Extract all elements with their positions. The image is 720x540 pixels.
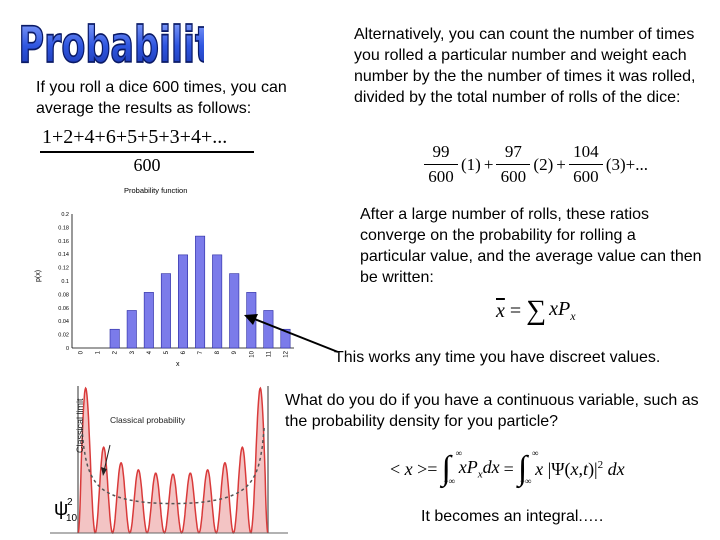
term-denominator: 600 — [500, 167, 527, 187]
average-numerator: 1+2+4+6+5+5+3+4+... — [42, 126, 228, 148]
continuous-question-text: What do you do if you have a continuous … — [285, 392, 699, 430]
chart-y-tick-label: 0.2 — [61, 212, 69, 218]
svg-text:ψ: ψ — [54, 498, 68, 520]
term-numerator: 97 — [504, 142, 522, 161]
svg-text:2: 2 — [67, 497, 73, 508]
chart-y-tick-label: 0.08 — [58, 292, 69, 298]
chart-bar — [280, 328, 291, 349]
weighted-term: 99 600 (1) + — [424, 142, 496, 187]
chart-title: Probability function — [124, 186, 187, 195]
chart-y-tick-label: 0.06 — [58, 306, 69, 312]
chart-bar — [195, 235, 206, 349]
weighted-term: 104 600 (3) — [568, 142, 626, 187]
lower-limit: −∞ — [443, 476, 455, 486]
weighted-equation: 99 600 (1) + 97 600 (2) + 104 600 (3) +.… — [424, 142, 648, 187]
chart-x-tick-label: 6 — [181, 350, 187, 354]
chart-y-tick-label: 0.14 — [58, 252, 69, 258]
chart-bar — [229, 273, 240, 349]
svg-text:Probability: Probability — [19, 17, 204, 70]
svg-text:10: 10 — [66, 513, 78, 524]
weighted-tail: +... — [625, 154, 649, 174]
chart-x-tick-label: 0 — [79, 350, 85, 354]
chart-x-tick-label: 5 — [164, 350, 170, 354]
discreet-values-text: This works any time you have discreet va… — [334, 349, 661, 366]
term-denominator: 600 — [573, 167, 599, 187]
average-denominator: 600 — [133, 154, 161, 175]
average-equation: 1+2+4+6+5+5+3+4+... 600 — [40, 126, 270, 175]
left-intro-text: If you roll a dice 600 times, you can av… — [36, 79, 287, 117]
chart-x-tick-label: 11 — [266, 350, 272, 357]
weighted-term: 97 600 (2) + — [496, 142, 568, 187]
fraction-bar — [40, 151, 254, 153]
chart-bar — [212, 254, 223, 349]
integral-text: It becomes an integral.…. — [421, 508, 604, 525]
upper-limit: ∞ — [455, 448, 462, 458]
chart-x-tick-label: 8 — [215, 350, 221, 354]
chart-y-tick-label: 0.02 — [58, 333, 69, 339]
chart-x-tick-label: 9 — [232, 350, 238, 354]
chart-y-tick-label: 0.1 — [61, 279, 69, 285]
chart-x-tick-label: 7 — [198, 350, 204, 354]
psi-squared-label: ψ 2 10 — [54, 497, 78, 524]
chart-y-tick-label: 0 — [66, 346, 69, 352]
term-value: (3) — [605, 154, 626, 174]
chart-bar — [126, 310, 137, 349]
chart-bar — [263, 310, 274, 349]
chart-y-tick-label: 0.16 — [58, 239, 69, 245]
chart-y-tick-label: 0.04 — [58, 319, 69, 325]
term-numerator: 99 — [432, 142, 450, 161]
chart-bar — [178, 254, 188, 349]
classical-probability-label: Classical probability — [110, 415, 186, 425]
chart-x-tick-label: 1 — [96, 350, 102, 354]
term-denominator: 600 — [428, 167, 454, 187]
chart-y-tick-label: 0.12 — [58, 266, 69, 272]
chart-y-tick-label: 0.18 — [58, 225, 69, 231]
chart-x-tick-label: 3 — [130, 350, 136, 354]
chart-x-tick-label: 2 — [113, 350, 119, 354]
chart-x-tick-label: 12 — [283, 350, 289, 357]
chart-x-tick-label: 10 — [249, 350, 255, 357]
pointer-arrow — [244, 314, 339, 353]
chart-x-label: x — [176, 361, 180, 368]
classical-limit-label: Classical limit — [75, 398, 85, 453]
mean-equation: x = ∑ xPx — [496, 295, 576, 326]
term-numerator: 104 — [573, 142, 599, 161]
chart-bar — [109, 328, 120, 349]
converge-text: After a large number of rolls, these rat… — [360, 206, 702, 286]
chart-bar — [143, 292, 154, 349]
expectation-integral: < x >= ∫ ∞ −∞ xPxdx = ∫ ∞ −∞ x |Ψ(x,t)|2… — [390, 448, 625, 487]
chart-bar — [160, 273, 171, 349]
chart-x-tick-label: 4 — [147, 350, 153, 354]
slide-title: Probability — [18, 16, 204, 70]
probability-density-figure: Classical limit Classical probability ψ … — [50, 386, 288, 535]
chart-y-label: p(x) — [35, 270, 42, 282]
right-intro-text: Alternatively, you can count the number … — [354, 26, 696, 106]
term-value: (1) — [461, 154, 481, 174]
term-value: (2) — [533, 154, 554, 174]
